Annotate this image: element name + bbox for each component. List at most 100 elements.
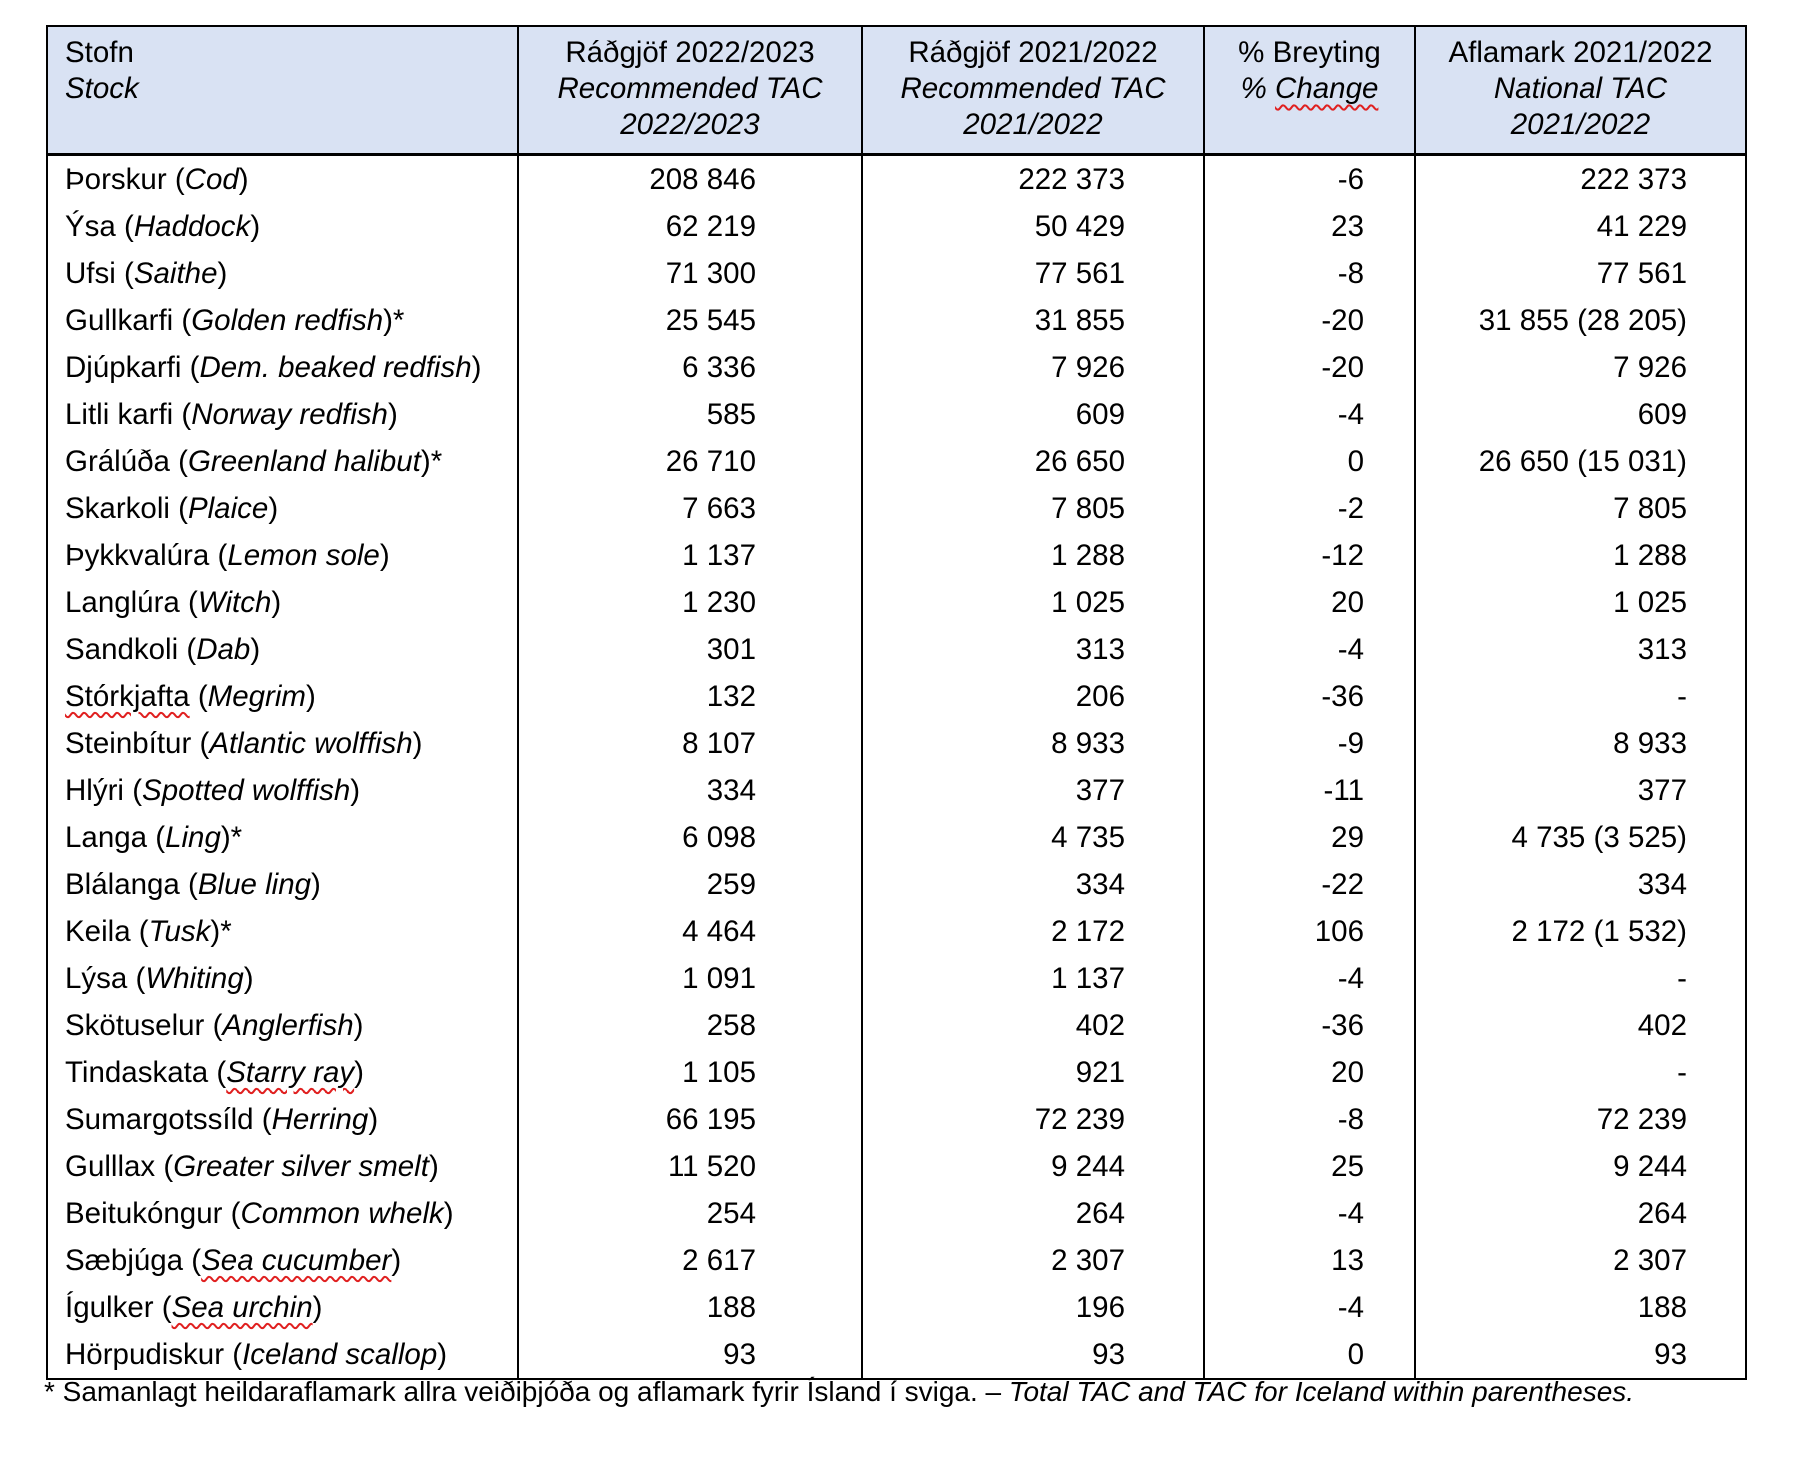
tac-2223-cell: 25 545: [517, 297, 862, 344]
table-row: Þorskur (Cod) 208 846 222 373 -6 222 373: [47, 154, 1746, 203]
stock-name-cell: Lýsa (Whiting): [65, 961, 254, 995]
national-tac-cell: 264: [1414, 1190, 1746, 1237]
tac-2223-cell: 11 520: [517, 1143, 862, 1190]
stock-name-cell: Stórkjafta (Megrim): [65, 679, 316, 713]
tac-2223-cell: 8 107: [517, 720, 862, 767]
table-row: Sæbjúga (Sea cucumber) 2 617 2 307 13 2 307: [47, 1237, 1746, 1284]
stock-name-cell: Ígulker (Sea urchin): [65, 1290, 323, 1324]
tac-2223-cell: 71 300: [517, 250, 862, 297]
tac-2122-cell: 7 805: [861, 485, 1204, 532]
tac-2122-cell: 50 429: [861, 203, 1204, 250]
national-tac-cell: 9 244: [1414, 1143, 1746, 1190]
tac-2122-cell: 93: [861, 1331, 1204, 1379]
pct-change-cell: -20: [1203, 297, 1415, 344]
national-tac-cell: 72 239: [1414, 1096, 1746, 1143]
national-tac-cell: 7 805: [1414, 485, 1746, 532]
table-row: Blálanga (Blue ling) 259 334 -22 334: [47, 861, 1746, 908]
stock-name-cell: Grálúða (Greenland halibut)*: [65, 444, 443, 478]
stock-name-cell: Gullkarfi (Golden redfish)*: [65, 303, 405, 337]
pct-change-cell: -8: [1203, 250, 1415, 297]
table-row: Djúpkarfi (Dem. beaked redfish) 6 336 7 92…: [47, 344, 1746, 391]
tac-2122-cell: 377: [861, 767, 1204, 814]
pct-change-cell: -4: [1203, 1190, 1415, 1237]
table-row: Ufsi (Saithe) 71 300 77 561 -8 77 561: [47, 250, 1746, 297]
national-tac-cell: 93: [1414, 1331, 1746, 1379]
tac-2122-cell: 26 650: [861, 438, 1204, 485]
stock-name-cell: Sumargotssíld (Herring): [65, 1102, 379, 1136]
table-row: Tindaskata (Starry ray) 1 105 921 20-: [47, 1049, 1746, 1096]
tac-2223-cell: 259: [517, 861, 862, 908]
national-tac-cell: 1 288: [1414, 532, 1746, 579]
national-tac-cell: 77 561: [1414, 250, 1746, 297]
pct-change-cell: -6: [1203, 154, 1415, 203]
pct-change-cell: 0: [1203, 1331, 1415, 1379]
stock-name-cell: Djúpkarfi (Dem. beaked redfish): [65, 350, 482, 384]
tac-2122-cell: 313: [861, 626, 1204, 673]
national-tac-cell: 609: [1414, 391, 1746, 438]
table-row: Ígulker (Sea urchin) 188 196 -4 188: [47, 1284, 1746, 1331]
tac-2122-cell: 8 933: [861, 720, 1204, 767]
tac-2223-cell: 585: [517, 391, 862, 438]
table-row: Langa (Ling)* 6 098 4 735 29 4 735 (3 525): [47, 814, 1746, 861]
stock-name-cell: Langa (Ling)*: [65, 820, 243, 854]
header-cell-3: % Breyting% Change: [1203, 26, 1415, 156]
tac-2122-cell: 609: [861, 391, 1204, 438]
tac-2122-cell: 72 239: [861, 1096, 1204, 1143]
table-row: Stórkjafta (Megrim) 132 206 -36-: [47, 673, 1746, 720]
tac-2223-cell: 2 617: [517, 1237, 862, 1284]
tac-2223-cell: 6 098: [517, 814, 862, 861]
national-tac-cell: 8 933: [1414, 720, 1746, 767]
table-row: Sandkoli (Dab) 301 313 -4 313: [47, 626, 1746, 673]
stock-name-cell: Skötuselur (Anglerfish): [65, 1008, 364, 1042]
tac-2122-cell: 2 172: [861, 908, 1204, 955]
stock-name-cell: Keila (Tusk)*: [65, 914, 232, 948]
tac-2223-cell: 66 195: [517, 1096, 862, 1143]
stock-name-cell: Ufsi (Saithe): [65, 256, 228, 290]
tac-2122-cell: 196: [861, 1284, 1204, 1331]
table-row: Skötuselur (Anglerfish) 258 402 -36 402: [47, 1002, 1746, 1049]
stock-name-cell: Ýsa (Haddock): [65, 209, 261, 243]
pct-change-cell: -11: [1203, 767, 1415, 814]
pct-change-cell: -22: [1203, 861, 1415, 908]
table-row: Þykkvalúra (Lemon sole) 1 137 1 288 -12 1 28…: [47, 532, 1746, 579]
tac-2122-cell: 402: [861, 1002, 1204, 1049]
pct-change-cell: -36: [1203, 1002, 1415, 1049]
pct-change-cell: 20: [1203, 1049, 1415, 1096]
footnote-regular: * Samanlagt heildaraflamark allra veiðiþ…: [44, 1376, 1009, 1407]
tac-2223-cell: 7 663: [517, 485, 862, 532]
tac-2223-cell: 6 336: [517, 344, 862, 391]
pct-change-cell: 29: [1203, 814, 1415, 861]
national-tac-cell: 377: [1414, 767, 1746, 814]
tac-2122-cell: 4 735: [861, 814, 1204, 861]
pct-change-cell: 25: [1203, 1143, 1415, 1190]
pct-change-cell: 20: [1203, 579, 1415, 626]
stock-name-cell: Hlýri (Spotted wolffish): [65, 773, 361, 807]
stock-name-cell: Þykkvalúra (Lemon sole): [65, 538, 390, 572]
tac-2223-cell: 334: [517, 767, 862, 814]
national-tac-cell: 26 650 (15 031): [1414, 438, 1746, 485]
tac-2122-cell: 31 855: [861, 297, 1204, 344]
header-cell-0: Stofn Stock: [47, 26, 518, 156]
stock-name-cell: Litli karfi (Norway redfish): [65, 397, 398, 431]
national-tac-cell: 334: [1414, 861, 1746, 908]
national-tac-cell: 402: [1414, 1002, 1746, 1049]
tac-2223-cell: 62 219: [517, 203, 862, 250]
tac-2223-cell: 301: [517, 626, 862, 673]
header-cell-1: Ráðgjöf 2022/2023 Recommended TAC 2022/202…: [517, 26, 862, 156]
pct-change-cell: 23: [1203, 203, 1415, 250]
table-row: Litli karfi (Norway redfish) 585 609 -4 609: [47, 391, 1746, 438]
table-row: Ýsa (Haddock) 62 219 50 429 23 41 229: [47, 203, 1746, 250]
national-tac-cell: 2 172 (1 532): [1414, 908, 1746, 955]
national-tac-cell: -: [1414, 955, 1746, 1002]
national-tac-cell: 2 307: [1414, 1237, 1746, 1284]
pct-change-cell: -2: [1203, 485, 1415, 532]
tac-2223-cell: 26 710: [517, 438, 862, 485]
tac-2122-cell: 1 137: [861, 955, 1204, 1002]
table-row: Sumargotssíld (Herring) 66 195 72 239 -8 72 …: [47, 1096, 1746, 1143]
tac-2122-cell: 222 373: [861, 154, 1204, 203]
stock-name-cell: Skarkoli (Plaice): [65, 491, 279, 525]
tac-2223-cell: 1 105: [517, 1049, 862, 1096]
pct-change-cell: -20: [1203, 344, 1415, 391]
national-tac-cell: 7 926: [1414, 344, 1746, 391]
